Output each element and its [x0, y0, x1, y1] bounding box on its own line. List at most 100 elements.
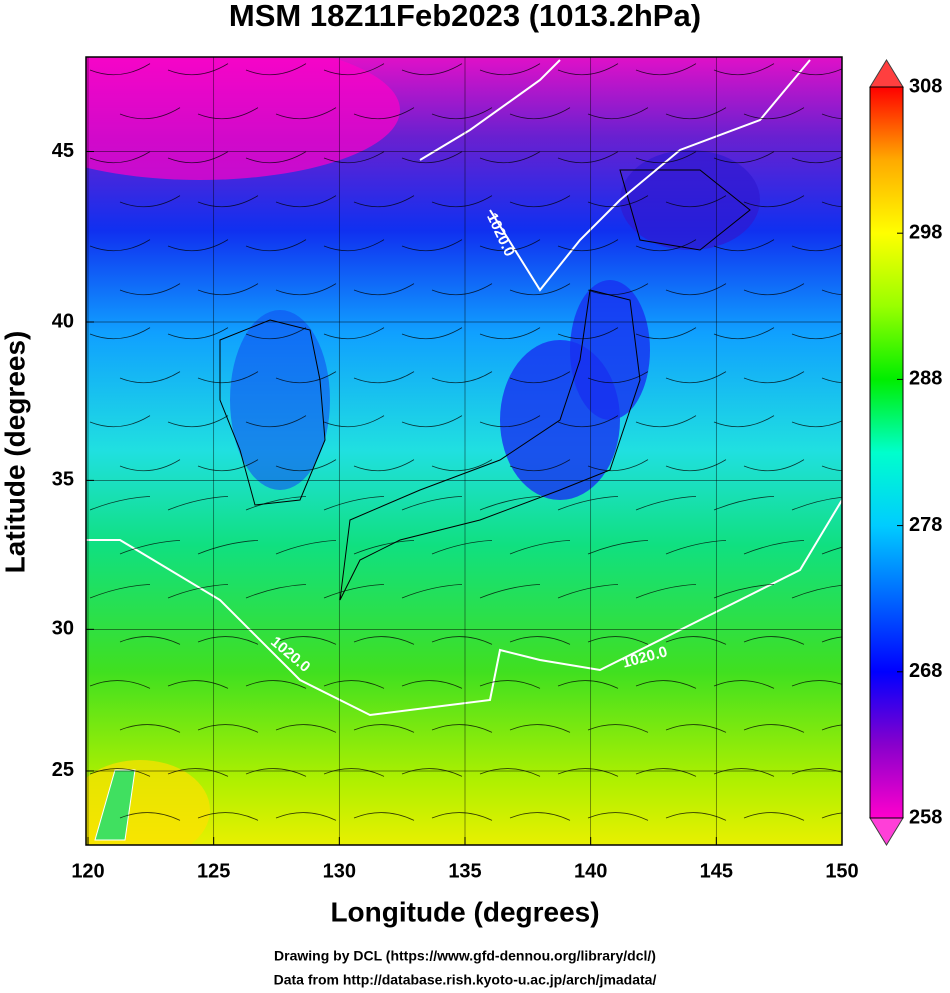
streamline [323, 327, 385, 340]
streamline [401, 680, 463, 689]
streamline [713, 239, 775, 252]
streamline [791, 68, 842, 76]
streamline [167, 327, 229, 340]
streamline [479, 63, 541, 76]
credit: Drawing by DCL (https://www.gfd-dennou.o… [274, 948, 656, 964]
streamline [353, 459, 415, 472]
streamline [431, 459, 493, 472]
streamline [587, 540, 649, 555]
y-tick-label: 35 [52, 469, 74, 491]
streamline [479, 584, 541, 599]
x-tick-label: 125 [197, 860, 230, 882]
streamline [89, 151, 151, 164]
streamline [275, 195, 337, 208]
streamline [587, 459, 649, 472]
colorbar-tick-label: 268 [909, 660, 942, 682]
streamline [431, 636, 493, 645]
streamline [353, 724, 415, 733]
streamline [245, 239, 307, 252]
streamline [821, 546, 842, 555]
colorbar-tick-label: 288 [909, 368, 942, 390]
streamline [791, 244, 842, 252]
streamline [635, 63, 697, 76]
streamline [557, 584, 619, 599]
streamline [821, 201, 842, 208]
streamline [245, 496, 307, 511]
streamline [197, 107, 259, 120]
streamline [323, 584, 385, 599]
streamline [743, 107, 805, 120]
streamline [821, 289, 842, 296]
streamline [509, 540, 571, 555]
colorbar-tick-label: 298 [909, 221, 942, 243]
streamline [323, 415, 385, 428]
y-tick-label: 40 [52, 310, 74, 332]
streamline [197, 724, 259, 733]
streamline [323, 496, 385, 511]
streamline [587, 812, 649, 821]
streamline [353, 107, 415, 120]
streamline [587, 724, 649, 733]
y-tick-label: 25 [52, 759, 74, 781]
streamline [431, 540, 493, 555]
streamline [245, 680, 307, 689]
streamline [89, 327, 151, 340]
streamline [743, 724, 805, 733]
streamline [587, 636, 649, 645]
y-axis-label: Latitude (degrees) [0, 331, 30, 574]
streamline [119, 195, 181, 208]
streamline [401, 584, 463, 599]
streamline [353, 283, 415, 296]
streamline [635, 327, 697, 340]
streamline [665, 724, 727, 733]
streamline [119, 540, 181, 555]
streamline [167, 415, 229, 428]
streamline [275, 371, 337, 384]
y-tick-label: 45 [52, 140, 74, 162]
streamline [587, 107, 649, 120]
streamline [275, 540, 337, 555]
streamline [167, 63, 229, 76]
streamline [713, 63, 775, 76]
streamline [665, 636, 727, 645]
streamline [587, 195, 649, 208]
streamline [119, 371, 181, 384]
streamline [665, 195, 727, 208]
streamline [197, 195, 259, 208]
streamline [479, 680, 541, 689]
x-tick-label: 150 [825, 860, 858, 882]
streamline [665, 459, 727, 472]
streamline [197, 636, 259, 645]
streamline [821, 377, 842, 384]
streamline [197, 812, 259, 821]
streamline [431, 724, 493, 733]
streamline [167, 584, 229, 599]
streamline [665, 283, 727, 296]
streamline [587, 283, 649, 296]
streamline [353, 540, 415, 555]
streamline [665, 812, 727, 821]
colorbar-tick-label: 308 [909, 75, 942, 97]
streamline [401, 496, 463, 511]
streamline [245, 327, 307, 340]
streamline [275, 107, 337, 120]
streamline [665, 107, 727, 120]
streamline [245, 151, 307, 164]
streamline [791, 768, 842, 775]
streamline [167, 768, 229, 777]
x-tick-label: 135 [448, 860, 481, 882]
streamline [479, 496, 541, 511]
streamline [401, 768, 463, 777]
streamline [791, 496, 842, 511]
credit: Data from http://database.rish.kyoto-u.a… [274, 972, 657, 988]
streamline [89, 239, 151, 252]
x-tick-label: 120 [71, 860, 104, 882]
streamline [89, 680, 151, 689]
streamline [587, 371, 649, 384]
streamline [479, 415, 541, 428]
streamline [791, 332, 842, 340]
streamline [323, 768, 385, 777]
colorbar-tick-label: 278 [909, 514, 942, 536]
streamline [275, 812, 337, 821]
streamline [119, 812, 181, 821]
